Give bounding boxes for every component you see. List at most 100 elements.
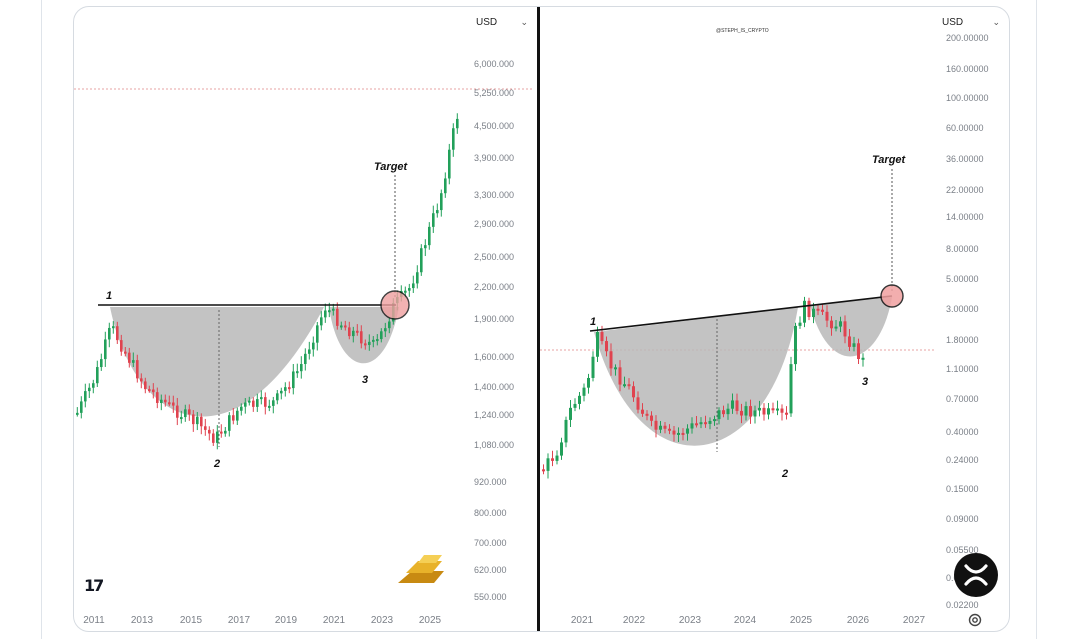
right-x-tick-label: 2025	[790, 615, 813, 626]
xrp-candle	[605, 341, 608, 352]
settings-gear-icon[interactable]	[967, 612, 983, 628]
right-y-tick-label: 1.80000	[946, 335, 979, 345]
xrp-candle	[839, 321, 842, 327]
gold-candle	[440, 193, 443, 211]
right-x-tick-label: 2024	[734, 615, 757, 626]
xrp-point-1-label: 1	[590, 316, 596, 328]
gold-candle	[324, 310, 327, 318]
left-y-tick-label: 6,000.000	[474, 59, 514, 69]
gold-candle	[364, 343, 367, 346]
gold-candle	[264, 397, 267, 407]
xrp-candle	[551, 458, 554, 461]
left-y-tick-label: 2,200.000	[474, 282, 514, 292]
left-x-tick-label: 2023	[371, 615, 394, 626]
gold-candle	[200, 416, 203, 427]
gold-candle	[112, 326, 115, 329]
xrp-candle	[785, 412, 788, 415]
gold-candle	[92, 383, 95, 388]
gold-candle	[276, 393, 279, 401]
right-currency-select[interactable]: USD ⌄	[936, 12, 1006, 32]
gold-candle	[140, 378, 143, 382]
gold-candle	[372, 339, 375, 342]
xrp-candle	[767, 408, 770, 415]
xrp-candle	[578, 395, 581, 404]
left-y-tick-label: 4,500.000	[474, 121, 514, 131]
right-x-tick-label: 2023	[679, 615, 702, 626]
right-y-tick-label: 200.00000	[946, 33, 989, 43]
gold-candle	[172, 402, 175, 406]
gold-candle	[156, 392, 159, 403]
gold-point-2-label: 2	[213, 458, 220, 470]
xrp-candle	[744, 406, 748, 416]
gold-candle	[104, 339, 107, 360]
xrp-candle	[560, 442, 563, 456]
gold-candle	[180, 417, 183, 420]
right-y-tick-label: 0.15000	[946, 484, 979, 494]
xrp-candle	[740, 410, 743, 416]
gold-candle	[352, 330, 355, 337]
gold-candle	[84, 391, 87, 402]
right-y-tick-label: 14.00000	[946, 212, 984, 222]
chevron-down-icon: ⌄	[992, 16, 1000, 27]
chart-image-card[interactable]: 6,000.000 5,250.000 4,500.000 3,900.000 3,30…	[73, 6, 1010, 632]
xrp-candle	[861, 357, 865, 360]
right-y-tick-label: 100.00000	[946, 93, 989, 103]
gold-candle	[332, 308, 335, 311]
gold-handle-shape	[329, 307, 399, 364]
xrp-candle	[632, 386, 635, 398]
xrp-candle	[776, 408, 779, 411]
gold-candle	[344, 325, 347, 328]
gold-candle	[280, 390, 283, 394]
xrp-candle	[596, 332, 599, 357]
gold-candle	[96, 367, 99, 384]
left-y-tick-label: 2,900.000	[474, 219, 514, 229]
gold-candle	[436, 210, 439, 214]
xrp-candle	[636, 397, 640, 410]
xrp-candle	[618, 367, 622, 385]
left-y-tick-label: 920.000	[474, 477, 507, 487]
left-x-tick-label: 2013	[131, 615, 154, 626]
xrp-candle	[614, 367, 617, 370]
xrp-candle	[848, 336, 851, 347]
right-y-tick-label: 0.05500	[946, 545, 979, 555]
gold-candle	[408, 288, 411, 291]
xrp-candle	[569, 407, 572, 420]
right-y-tick-label: 0.40000	[946, 427, 979, 437]
gold-candle	[152, 389, 155, 393]
xrp-handle-shape	[810, 297, 892, 357]
xrp-neckline	[589, 295, 893, 332]
xrp-candle	[857, 343, 860, 360]
xrp-candle	[686, 428, 689, 434]
chevron-down-icon: ⌄	[520, 16, 528, 27]
gold-candle	[368, 341, 371, 345]
left-currency-select[interactable]: USD ⌄	[470, 12, 534, 32]
gold-candle	[404, 290, 407, 293]
xrp-candle	[650, 415, 653, 421]
xrp-candle	[587, 377, 590, 388]
pane-divider	[537, 7, 540, 631]
author-watermark: @STEPH_IS_CRYPTO	[716, 28, 769, 34]
xrp-candle	[722, 410, 725, 415]
xrp-chart-pane: 200.00000 160.00000 100.00000 60.00000 36.00…	[540, 7, 1009, 631]
gold-candle	[432, 213, 435, 227]
xrp-point-3-label: 3	[862, 376, 868, 388]
xrp-target-circle	[880, 284, 904, 308]
gold-candle	[428, 226, 431, 246]
right-y-tick-label: 0.02200	[946, 600, 979, 610]
gold-candle	[420, 248, 423, 273]
gold-candle	[120, 340, 123, 352]
xrp-candle	[726, 408, 730, 415]
gold-candle	[108, 327, 111, 340]
right-y-tick-label: 22.00000	[946, 185, 984, 195]
xrp-candle	[582, 387, 586, 396]
gold-candle	[148, 389, 151, 392]
gold-chart: 6,000.000 5,250.000 4,500.000 3,900.000 3,30…	[74, 59, 534, 626]
gold-candle	[360, 331, 363, 344]
xrp-chart: 200.00000 160.00000 100.00000 60.00000 36.00…	[540, 33, 998, 626]
xrp-candle	[591, 356, 595, 378]
gold-candle	[168, 402, 171, 405]
gold-candle	[292, 371, 295, 389]
xrp-candle	[600, 332, 604, 342]
xrp-candle	[843, 321, 847, 337]
gold-candle	[424, 245, 427, 249]
